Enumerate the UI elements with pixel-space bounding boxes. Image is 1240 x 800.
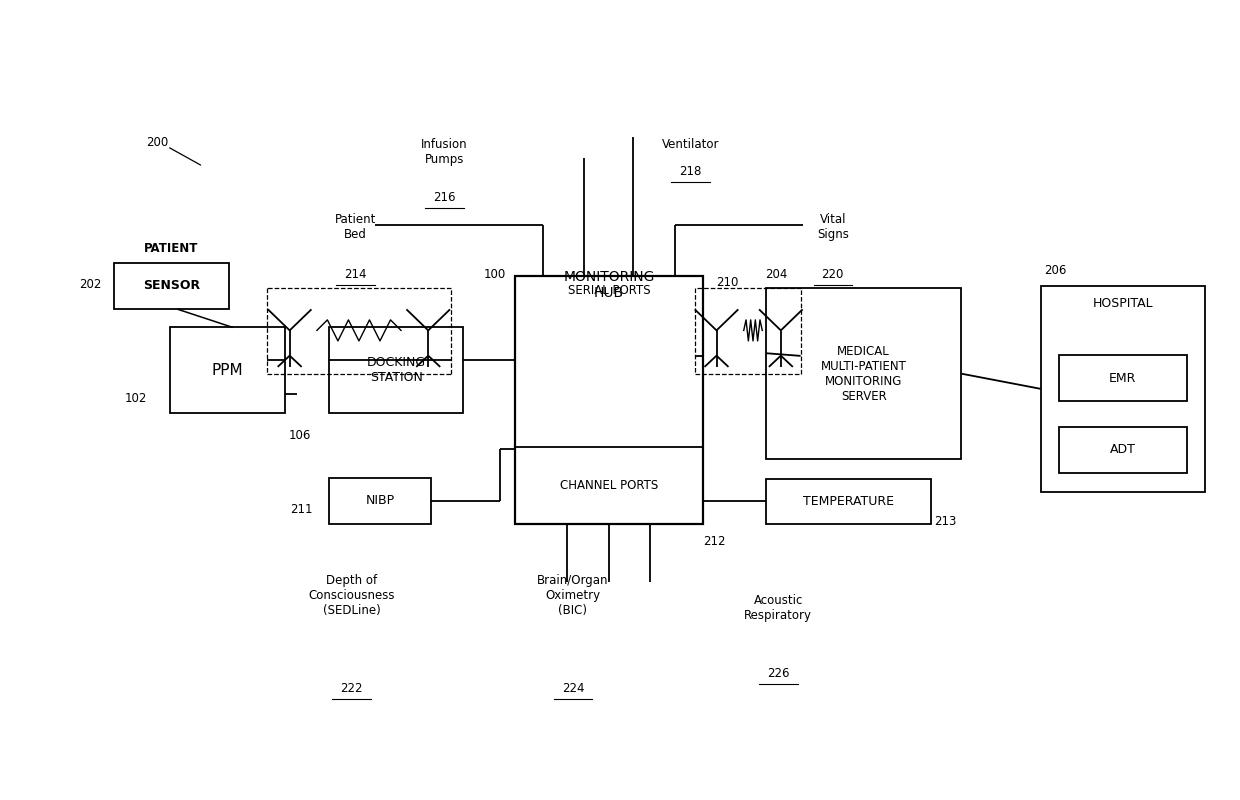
Bar	[330, 478, 430, 523]
Text: MONITORING
HUB: MONITORING HUB	[563, 270, 655, 300]
Text: 214: 214	[343, 268, 367, 282]
Text: PPM: PPM	[211, 362, 243, 378]
Text: 218: 218	[680, 165, 702, 178]
Text: Ventilator: Ventilator	[662, 138, 719, 151]
Text: 106: 106	[289, 430, 311, 442]
Bar	[1059, 355, 1187, 401]
Text: SERIAL PORTS: SERIAL PORTS	[568, 284, 650, 298]
Text: TEMPERATURE: TEMPERATURE	[802, 494, 894, 508]
Text: 216: 216	[433, 191, 455, 204]
Bar	[1059, 427, 1187, 473]
Text: 200: 200	[146, 136, 169, 149]
Text: CHANNEL PORTS: CHANNEL PORTS	[559, 478, 658, 492]
Text: Brain/Organ
Oximetry
(BIC): Brain/Organ Oximetry (BIC)	[537, 574, 609, 617]
Text: 102: 102	[125, 392, 148, 405]
Text: 224: 224	[562, 682, 584, 695]
Text: MEDICAL
MULTI-PATIENT
MONITORING
SERVER: MEDICAL MULTI-PATIENT MONITORING SERVER	[821, 345, 906, 402]
Text: NIBP: NIBP	[366, 494, 394, 507]
Bar	[766, 479, 930, 523]
Text: PATIENT: PATIENT	[144, 242, 198, 255]
Bar	[766, 288, 961, 459]
Text: 100: 100	[484, 267, 506, 281]
Text: HOSPITAL: HOSPITAL	[1092, 297, 1153, 310]
Text: 212: 212	[703, 534, 725, 548]
Text: 210: 210	[717, 275, 739, 289]
Bar	[170, 327, 285, 413]
Text: Acoustic
Respiratory: Acoustic Respiratory	[744, 594, 812, 622]
Text: DOCKING
STATION: DOCKING STATION	[367, 356, 425, 384]
Text: SENSOR: SENSOR	[143, 279, 200, 293]
Text: Infusion
Pumps: Infusion Pumps	[422, 138, 467, 166]
Text: 226: 226	[768, 667, 790, 680]
Text: 211: 211	[290, 502, 312, 516]
Text: 206: 206	[1044, 264, 1066, 278]
Bar	[330, 327, 463, 413]
Bar	[1040, 286, 1205, 492]
Bar	[114, 263, 229, 309]
Text: Depth of
Consciousness
(SEDLine): Depth of Consciousness (SEDLine)	[309, 574, 394, 617]
Text: 213: 213	[934, 515, 956, 529]
Bar	[515, 277, 703, 523]
Text: 222: 222	[340, 682, 363, 695]
Text: 204: 204	[765, 267, 787, 281]
Text: ADT: ADT	[1110, 443, 1136, 456]
Text: Vital
Signs: Vital Signs	[817, 213, 848, 241]
Text: Patient
Bed: Patient Bed	[335, 213, 376, 241]
Text: EMR: EMR	[1110, 371, 1137, 385]
Text: 202: 202	[79, 278, 102, 291]
Text: 220: 220	[822, 268, 844, 282]
